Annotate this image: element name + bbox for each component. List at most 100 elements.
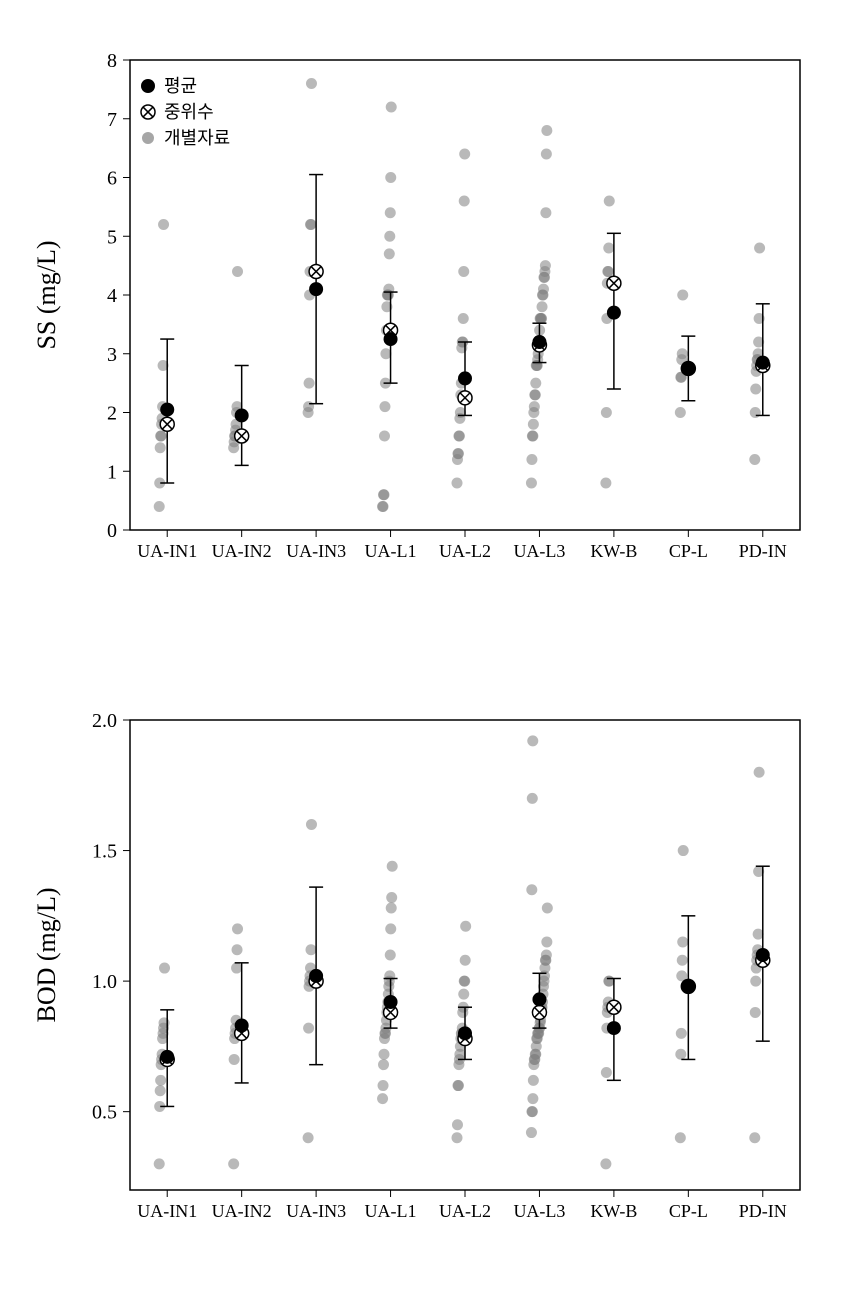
individual-point: [541, 149, 552, 160]
individual-point: [378, 1080, 389, 1091]
legend-indiv-label: 개별자료: [164, 128, 230, 148]
y-axis-label: SS (mg/L): [32, 240, 61, 349]
individual-point: [526, 478, 537, 489]
y-tick-label: 0: [107, 520, 117, 542]
individual-point: [603, 243, 614, 254]
individual-point: [455, 407, 466, 418]
individual-point: [526, 884, 537, 895]
x-tick-label: UA-IN1: [137, 541, 197, 561]
individual-point: [749, 1132, 760, 1143]
individual-point: [385, 207, 396, 218]
x-tick-label: UA-L2: [439, 541, 491, 561]
median-marker: [607, 276, 621, 290]
mean-marker: [756, 948, 770, 962]
individual-point: [540, 260, 551, 271]
y-tick-label: 1: [107, 461, 117, 483]
ss-chart: 012345678SS (mg/L)UA-IN1UA-IN2UA-IN3UA-L…: [32, 50, 800, 561]
mean-marker: [607, 1021, 621, 1035]
mean-marker: [532, 992, 546, 1006]
individual-point: [600, 478, 611, 489]
individual-point: [384, 970, 395, 981]
individual-point: [601, 1067, 612, 1078]
individual-point: [386, 102, 397, 113]
individual-point: [158, 219, 169, 230]
individual-point: [528, 1075, 539, 1086]
individual-point: [378, 1059, 389, 1070]
individual-point: [677, 955, 688, 966]
individual-point: [454, 431, 465, 442]
individual-point: [386, 892, 397, 903]
x-tick-label: PD-IN: [739, 541, 787, 561]
individual-point: [155, 1085, 166, 1096]
x-tick-label: UA-L1: [365, 1201, 417, 1221]
individual-point: [229, 1054, 240, 1065]
individual-point: [305, 219, 316, 230]
y-tick-label: 8: [107, 50, 117, 72]
y-tick-label: 4: [107, 285, 117, 307]
individual-point: [154, 1158, 165, 1169]
individual-point: [603, 266, 614, 277]
y-tick-label: 2: [107, 403, 117, 425]
individual-point: [154, 501, 165, 512]
individual-point: [378, 1049, 389, 1060]
individual-point: [383, 284, 394, 295]
individual-point: [538, 284, 549, 295]
individual-point: [305, 944, 316, 955]
plot-border: [130, 60, 800, 530]
individual-point: [460, 955, 471, 966]
individual-point: [386, 903, 397, 914]
individual-point: [387, 861, 398, 872]
individual-point: [526, 454, 537, 465]
legend-mean-icon: [141, 79, 155, 93]
individual-point: [303, 1132, 314, 1143]
individual-point: [303, 1023, 314, 1034]
x-tick-label: CP-L: [669, 1201, 708, 1221]
x-tick-label: KW-B: [590, 541, 637, 561]
individual-point: [604, 196, 615, 207]
mean-marker: [756, 356, 770, 370]
individual-point: [458, 989, 469, 1000]
y-tick-label: 0.5: [92, 1102, 117, 1124]
individual-point: [530, 378, 541, 389]
x-tick-label: CP-L: [669, 541, 708, 561]
median-marker: [235, 429, 249, 443]
mean-marker: [160, 403, 174, 417]
individual-point: [678, 845, 689, 856]
individual-point: [155, 442, 166, 453]
y-tick-label: 2.0: [92, 710, 117, 732]
x-tick-label: UA-L1: [365, 541, 417, 561]
individual-point: [749, 454, 760, 465]
individual-point: [155, 1075, 166, 1086]
individual-point: [385, 923, 396, 934]
individual-point: [303, 401, 314, 412]
individual-point: [754, 243, 765, 254]
x-tick-label: UA-L3: [513, 541, 565, 561]
individual-point: [675, 407, 686, 418]
x-tick-label: UA-IN2: [212, 1201, 272, 1221]
individual-point: [526, 1127, 537, 1138]
individual-point: [750, 976, 761, 987]
individual-point: [459, 149, 470, 160]
individual-point: [528, 419, 539, 430]
y-axis-label: BOD (mg/L): [32, 887, 61, 1022]
individual-point: [537, 301, 548, 312]
mean-marker: [160, 1050, 174, 1064]
individual-point: [156, 431, 167, 442]
individual-point: [231, 963, 242, 974]
individual-point: [527, 431, 538, 442]
median-marker: [160, 417, 174, 431]
individual-point: [676, 1028, 687, 1039]
x-tick-label: UA-IN3: [286, 541, 346, 561]
individual-point: [677, 348, 688, 359]
individual-point: [541, 936, 552, 947]
mean-marker: [384, 332, 398, 346]
individual-point: [527, 735, 538, 746]
individual-point: [452, 1119, 463, 1130]
individual-point: [753, 929, 764, 940]
mean-marker: [384, 995, 398, 1009]
individual-point: [458, 313, 469, 324]
individual-point: [306, 819, 317, 830]
y-tick-label: 5: [107, 226, 117, 248]
individual-point: [677, 936, 688, 947]
individual-point: [306, 78, 317, 89]
